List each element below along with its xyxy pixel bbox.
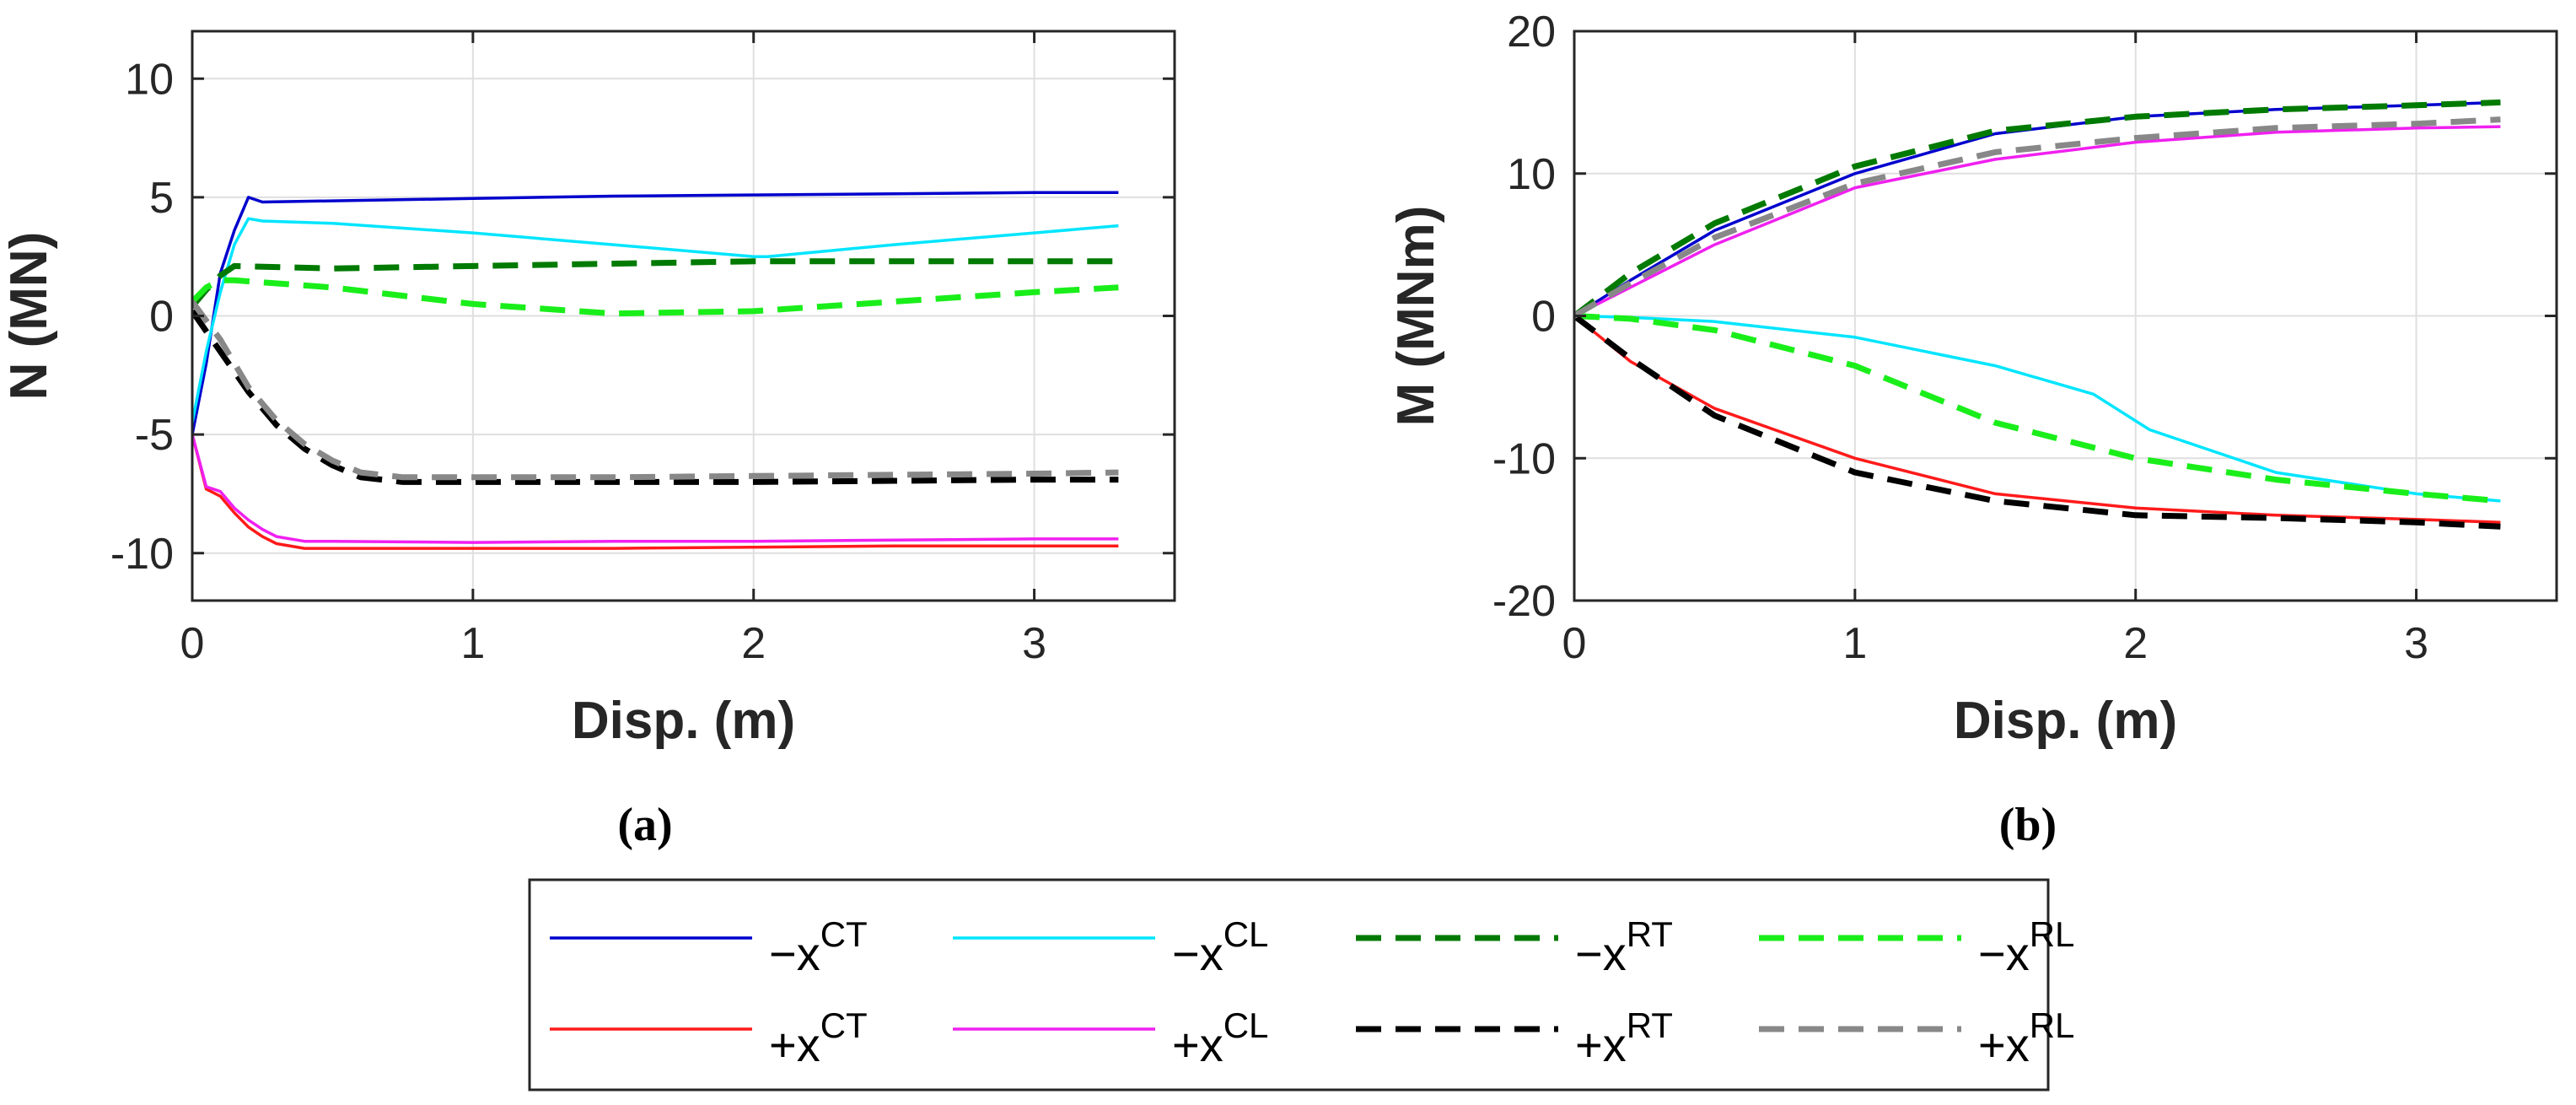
y-tick-label-a: 10 xyxy=(125,55,174,104)
chart-b: 0 1 2 3 -20 -10 0 10 20 Disp. (m) M (MNm) xyxy=(1387,8,2558,750)
chart-a: 0 1 2 3 -10 -5 0 5 10 Disp. (m) N (MN) xyxy=(0,30,1176,750)
series-line-pCL-a xyxy=(192,434,1119,544)
x-tick-label-b: 2 xyxy=(2123,619,2148,668)
series-line-mCL-b xyxy=(1574,314,2501,503)
y-tick-label-a: -10 xyxy=(110,530,174,579)
series-group-a xyxy=(192,191,1119,550)
x-tick-label-b: 3 xyxy=(2404,619,2428,668)
series-line-pCT-a xyxy=(192,434,1119,550)
y-tick-label-b: -20 xyxy=(1492,577,1556,626)
panel-label-b: (b) xyxy=(1999,799,2057,851)
y-tick-label-a: -5 xyxy=(135,411,174,460)
series-line-mRL-a xyxy=(192,277,1119,317)
y-axis-label-b: M (MNm) xyxy=(1387,206,1445,427)
x-tick-label-a: 0 xyxy=(180,619,205,668)
legend: −xCT −xCL −xRT −xRL+xCT +xCL +xRT +xRL xyxy=(528,878,2075,1092)
y-tick-label-b: 10 xyxy=(1507,150,1556,199)
series-line-pRL-a xyxy=(192,299,1119,481)
series-line-pRT-b xyxy=(1574,313,2501,530)
x-tick-label-a: 2 xyxy=(741,619,766,668)
legend-superscript-mRT: RT xyxy=(1627,914,1673,954)
y-tick-label-a: 5 xyxy=(149,174,174,223)
x-tick-label-b: 1 xyxy=(1842,619,1867,668)
series-line-mRT-a xyxy=(192,258,1119,309)
series-line-pRT-a xyxy=(192,309,1119,485)
x-tick-label-a: 3 xyxy=(1022,619,1046,668)
panel-label-a: (a) xyxy=(617,799,672,851)
x-tick-label-a: 1 xyxy=(460,619,485,668)
legend-superscript-mRL: RL xyxy=(2030,914,2075,954)
legend-superscript-mCL: CL xyxy=(1223,914,1269,954)
y-tick-label-a: 0 xyxy=(149,293,174,342)
legend-superscript-pRT: RT xyxy=(1627,1005,1673,1045)
legend-superscript-pCT: CT xyxy=(820,1005,868,1045)
series-line-mRL-b xyxy=(1574,313,2501,504)
x-tick-label-b: 0 xyxy=(1562,619,1587,668)
series-line-pRL-b xyxy=(1574,116,2501,319)
y-axis-label-a: N (MN) xyxy=(0,232,58,401)
legend-superscript-pCL: CL xyxy=(1223,1005,1269,1045)
legend-superscript-pRL: RL xyxy=(2030,1005,2075,1045)
series-group-b xyxy=(1574,99,2501,530)
y-tick-label-b: 0 xyxy=(1531,293,1556,342)
y-tick-label-b: -10 xyxy=(1492,434,1556,483)
series-line-mRT-b xyxy=(1574,99,2501,319)
x-axis-label-b: Disp. (m) xyxy=(1954,692,2177,750)
legend-box xyxy=(528,878,2050,1092)
series-line-pCL-b xyxy=(1574,125,2501,318)
series-line-mCL-a xyxy=(192,217,1119,423)
legend-superscript-mCT: CT xyxy=(820,914,868,954)
x-axis-label-a: Disp. (m) xyxy=(572,692,795,750)
y-tick-label-b: 20 xyxy=(1507,8,1556,57)
